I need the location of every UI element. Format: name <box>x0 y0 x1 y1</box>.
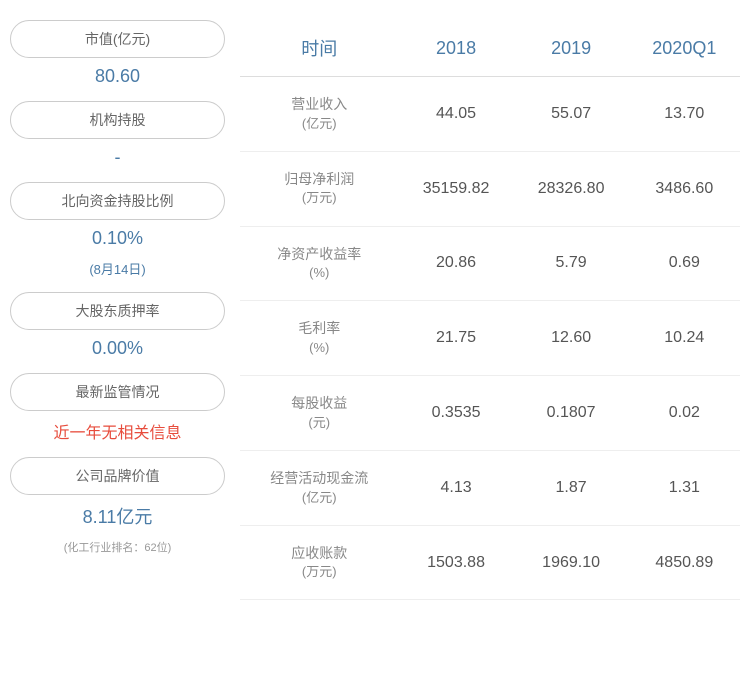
table-row: 净资产收益率 (%) 20.86 5.79 0.69 <box>240 226 740 301</box>
header-2020q1: 2020Q1 <box>629 20 740 77</box>
brand-value-label: 公司品牌价值 <box>10 457 225 495</box>
metric-unit: (万元) <box>248 563 391 581</box>
metric-name: 每股收益 <box>248 394 391 414</box>
metric-name: 净资产收益率 <box>248 245 391 265</box>
northbound-value: 0.10% <box>10 228 225 249</box>
regulatory-value: 近一年无相关信息 <box>10 419 225 443</box>
cell-value: 1.31 <box>629 450 740 525</box>
cell-value: 1503.88 <box>399 525 514 600</box>
cell-value: 28326.80 <box>514 151 629 226</box>
metric-label: 营业收入 (亿元) <box>240 77 399 152</box>
metric-label: 应收账款 (万元) <box>240 525 399 600</box>
cell-value: 4850.89 <box>629 525 740 600</box>
cell-value: 20.86 <box>399 226 514 301</box>
metric-name: 应收账款 <box>248 544 391 564</box>
table-row: 营业收入 (亿元) 44.05 55.07 13.70 <box>240 77 740 152</box>
cell-value: 12.60 <box>514 301 629 376</box>
table-row: 每股收益 (元) 0.3535 0.1807 0.02 <box>240 376 740 451</box>
cell-value: 10.24 <box>629 301 740 376</box>
cell-value: 0.69 <box>629 226 740 301</box>
cell-value: 0.1807 <box>514 376 629 451</box>
table-row: 应收账款 (万元) 1503.88 1969.10 4850.89 <box>240 525 740 600</box>
metric-label: 净资产收益率 (%) <box>240 226 399 301</box>
cell-value: 55.07 <box>514 77 629 152</box>
metric-label: 经营活动现金流 (亿元) <box>240 450 399 525</box>
regulatory-label: 最新监管情况 <box>10 373 225 411</box>
metric-unit: (亿元) <box>248 115 391 133</box>
header-2018: 2018 <box>399 20 514 77</box>
table-row: 经营活动现金流 (亿元) 4.13 1.87 1.31 <box>240 450 740 525</box>
metric-name: 经营活动现金流 <box>248 469 391 489</box>
header-time: 时间 <box>240 20 399 77</box>
table-area: 时间 2018 2019 2020Q1 营业收入 (亿元) 44.05 55.0… <box>240 20 740 658</box>
cell-value: 21.75 <box>399 301 514 376</box>
metric-unit: (%) <box>248 264 391 282</box>
table-body: 营业收入 (亿元) 44.05 55.07 13.70 归母净利润 (万元) 3… <box>240 77 740 600</box>
northbound-label: 北向资金持股比例 <box>10 182 225 220</box>
market-cap-value: 80.60 <box>10 66 225 87</box>
metric-unit: (万元) <box>248 189 391 207</box>
cell-value: 13.70 <box>629 77 740 152</box>
sidebar: 市值(亿元) 80.60 机构持股 - 北向资金持股比例 0.10% (8月14… <box>10 20 240 658</box>
financial-table: 时间 2018 2019 2020Q1 营业收入 (亿元) 44.05 55.0… <box>240 20 740 600</box>
pledge-rate-value: 0.00% <box>10 338 225 359</box>
brand-value-value: 8.11亿元 <box>10 503 225 529</box>
cell-value: 0.02 <box>629 376 740 451</box>
metric-unit: (元) <box>248 414 391 432</box>
cell-value: 4.13 <box>399 450 514 525</box>
metric-name: 营业收入 <box>248 95 391 115</box>
pledge-rate-label: 大股东质押率 <box>10 292 225 330</box>
cell-value: 35159.82 <box>399 151 514 226</box>
metric-name: 归母净利润 <box>248 170 391 190</box>
northbound-date: (8月14日) <box>10 259 225 278</box>
cell-value: 1969.10 <box>514 525 629 600</box>
cell-value: 5.79 <box>514 226 629 301</box>
institution-holdings-value: - <box>10 147 225 168</box>
metric-name: 毛利率 <box>248 319 391 339</box>
metric-unit: (%) <box>248 339 391 357</box>
header-2019: 2019 <box>514 20 629 77</box>
cell-value: 1.87 <box>514 450 629 525</box>
table-row: 毛利率 (%) 21.75 12.60 10.24 <box>240 301 740 376</box>
metric-label: 每股收益 (元) <box>240 376 399 451</box>
table-row: 归母净利润 (万元) 35159.82 28326.80 3486.60 <box>240 151 740 226</box>
market-cap-label: 市值(亿元) <box>10 20 225 58</box>
metric-label: 归母净利润 (万元) <box>240 151 399 226</box>
brand-value-rank: (化工行业排名：62位) <box>10 539 225 555</box>
cell-value: 44.05 <box>399 77 514 152</box>
institution-holdings-label: 机构持股 <box>10 101 225 139</box>
metric-label: 毛利率 (%) <box>240 301 399 376</box>
cell-value: 3486.60 <box>629 151 740 226</box>
cell-value: 0.3535 <box>399 376 514 451</box>
table-header-row: 时间 2018 2019 2020Q1 <box>240 20 740 77</box>
metric-unit: (亿元) <box>248 489 391 507</box>
